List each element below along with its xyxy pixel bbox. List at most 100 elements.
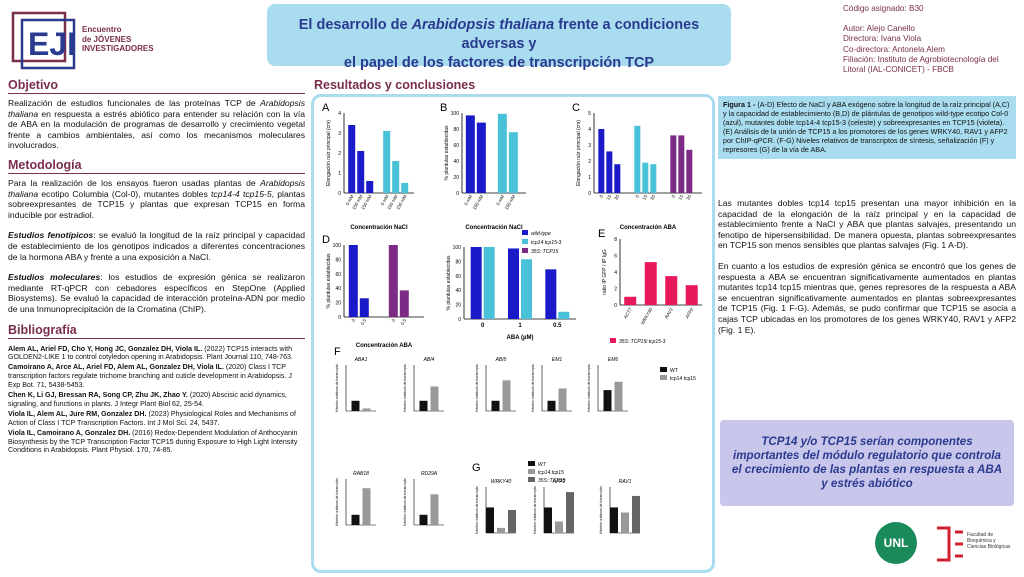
tick-label: 6 [614, 254, 617, 260]
results-text: Las mutantes dobles tcp14 tcp15 presenta… [718, 198, 1016, 335]
resultados-title: Resultados y conclusiones [314, 78, 476, 92]
tick-label: 80 [453, 127, 459, 133]
bar [419, 400, 428, 411]
bar [497, 113, 507, 193]
legend-swatch [528, 461, 535, 466]
eji-logo: EJI [10, 10, 80, 72]
bar [614, 381, 623, 411]
panel-letter: F [334, 346, 341, 358]
affiliation: Filiación: Instituto de Agrobiotecnologí… [843, 54, 999, 75]
bar [632, 495, 640, 533]
category-label: 0 mM [463, 194, 473, 206]
bar [686, 149, 693, 193]
bar [610, 507, 618, 533]
conclusion-box: TCP14 y/o TCP15 serían componentes impor… [720, 420, 1014, 506]
metodologia-p1: Para la realización de los ensayos fuero… [8, 177, 305, 220]
panel-letter: A [322, 102, 330, 114]
gene-title: WRKY40 [491, 479, 512, 485]
logo-line3: INVESTIGADORES [82, 44, 154, 53]
bar [685, 285, 698, 305]
category-label: 0 mM [380, 194, 390, 206]
bib-entry: Chen K, Li GJ, Bressan RA, Song CP, Zhu … [8, 391, 287, 408]
bar [545, 269, 557, 319]
left-column: Objetivo Realización de estudios funcion… [8, 78, 305, 456]
tick-label: 60 [455, 274, 461, 280]
metodologia-title: Metodología [8, 158, 305, 174]
y-axis-label: % plantulas establecidas [326, 253, 332, 309]
gene-title: RAB18 [353, 471, 369, 477]
x-axis-label: Concentración NaCl [350, 225, 408, 231]
category-label: 0 [671, 194, 677, 199]
y-axis-label: ratio IP GFP / IP IgG [602, 249, 608, 295]
tick-label: 20 [335, 301, 341, 307]
legend-label: tcp14 tcp15 [538, 470, 564, 476]
unl-logo: UNL [875, 522, 917, 564]
logo-line1: Encuentro [82, 25, 122, 34]
director: Directora: Ivana Viola [843, 34, 922, 44]
fbcb-logo: Facultad de Bioquímica y Ciencias Biológ… [935, 522, 1015, 566]
bar [634, 125, 641, 193]
bar [483, 247, 495, 319]
bar [606, 151, 613, 193]
bar [598, 129, 605, 193]
legend-label: WT [670, 368, 678, 374]
bar [362, 408, 371, 411]
tick-label: 0 [588, 191, 591, 197]
bar [508, 510, 516, 533]
tick-label: 0 [456, 191, 459, 197]
tick-label: 80 [455, 259, 461, 265]
bar [558, 311, 570, 319]
category-label: 15 [641, 194, 648, 201]
y-axis-label: % plantulas establecidas [444, 125, 450, 181]
category-label: ACT7 [622, 307, 633, 321]
tick-label: 0 [338, 315, 341, 321]
bar [362, 488, 371, 525]
bar [486, 507, 494, 533]
fbcb-logo-mark [937, 526, 963, 562]
tick-label: 40 [335, 286, 341, 292]
unl-logo-text: UNL [883, 536, 909, 550]
author: Autor: Alejo Canello [843, 24, 915, 34]
bar [508, 248, 519, 319]
panel-letter: E [598, 228, 605, 240]
tick-label: 1 [338, 171, 341, 177]
category-label: 0.5 [553, 323, 562, 329]
category-label: 0 [351, 318, 357, 323]
tick-label: 80 [335, 257, 341, 263]
bar [678, 135, 685, 193]
category-label: 15 [605, 194, 612, 201]
legend-label: tcp14 tcp15 [670, 376, 696, 382]
category-label: 0 [635, 194, 641, 199]
bib-entry: Viola IL, Camoirano A, Gonzalez DH. (201… [8, 428, 298, 455]
bar [665, 276, 678, 305]
category-label: 0 [599, 194, 605, 199]
category-label: 30 [649, 194, 656, 201]
tick-label: 100 [453, 245, 462, 251]
gene-title: ABI5 [495, 357, 507, 363]
logo-text: Encuentro de JÓVENES INVESTIGADORES [82, 25, 154, 54]
bar [392, 161, 400, 193]
tick-label: 1 [588, 175, 591, 181]
tick-label: 40 [455, 288, 461, 294]
bar [650, 164, 657, 193]
legend-swatch [660, 375, 667, 380]
bar [547, 400, 556, 411]
category-label: AFP2 [684, 307, 695, 321]
codirector: Co-directora: Antonela Alem [843, 44, 945, 54]
bar [603, 390, 612, 411]
gene-title: RAV1 [619, 479, 632, 485]
bar [399, 290, 409, 317]
bar [359, 298, 369, 317]
bib-entry: Camoirano A, Arce AL, Ariel FD, Alem AL,… [8, 363, 292, 390]
info-box: Código asignado: B30 Autor: Alejo Canell… [843, 4, 1021, 75]
category-label: 30 [685, 194, 692, 201]
bar [544, 507, 552, 533]
gene-title: AFP2 [552, 479, 566, 485]
bar [497, 527, 505, 533]
bar [642, 162, 649, 193]
bar [430, 494, 439, 525]
legend-swatch [528, 469, 535, 474]
legend-label: 35S::TCP15 [538, 478, 565, 484]
svg-text:EJI: EJI [28, 26, 76, 62]
y-axis-label: Niveles relativos de transcripto [475, 486, 479, 534]
